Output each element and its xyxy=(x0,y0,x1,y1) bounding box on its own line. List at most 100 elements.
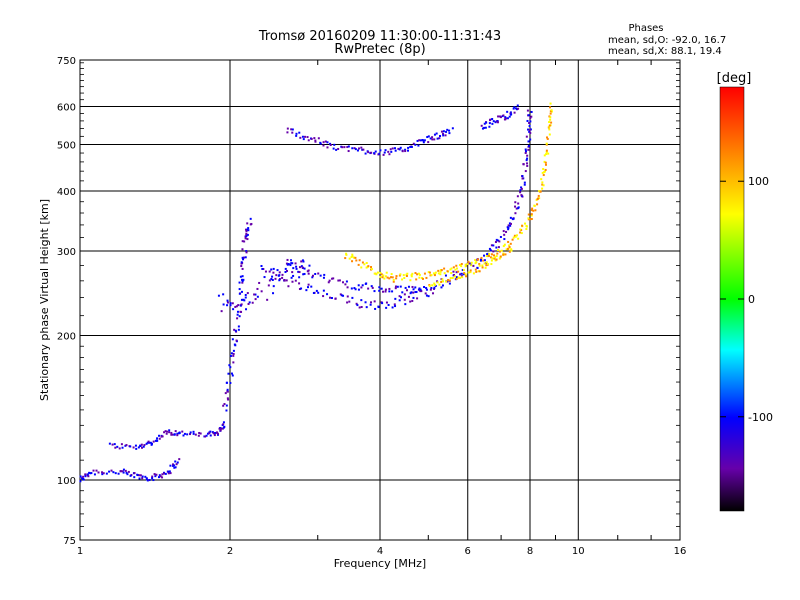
data-point xyxy=(431,136,434,139)
y-tick-label: 400 xyxy=(57,187,76,198)
data-point xyxy=(401,150,404,153)
data-point xyxy=(507,226,510,229)
data-point xyxy=(369,303,372,306)
data-point xyxy=(146,479,149,482)
data-point xyxy=(232,354,235,357)
data-point xyxy=(163,472,166,475)
data-point xyxy=(229,304,232,307)
data-point xyxy=(294,279,297,282)
data-point xyxy=(322,276,325,279)
data-point xyxy=(204,435,207,438)
data-point xyxy=(443,272,446,275)
data-point xyxy=(517,237,520,240)
data-point xyxy=(472,264,475,267)
data-point xyxy=(360,266,363,269)
data-point xyxy=(488,122,491,125)
data-point xyxy=(324,140,327,143)
data-point xyxy=(108,442,111,445)
data-point xyxy=(108,470,111,473)
data-point xyxy=(225,404,228,407)
data-point xyxy=(370,266,373,269)
data-point xyxy=(432,272,435,275)
y-axis-label: Stationary phase Virtual Height [km] xyxy=(38,199,51,401)
data-point xyxy=(483,259,486,262)
data-point xyxy=(407,149,410,152)
data-point xyxy=(298,131,301,134)
data-point xyxy=(489,118,492,121)
data-point xyxy=(458,263,461,266)
data-point xyxy=(332,147,335,150)
data-point xyxy=(152,440,155,443)
data-point xyxy=(248,301,251,304)
data-point xyxy=(416,273,419,276)
data-point xyxy=(466,263,469,266)
data-point xyxy=(300,287,303,290)
data-point xyxy=(467,260,470,263)
data-point xyxy=(485,121,488,124)
data-point xyxy=(300,260,303,263)
data-point xyxy=(367,287,370,290)
data-point xyxy=(433,274,436,277)
data-point xyxy=(298,266,301,269)
data-point xyxy=(158,434,161,437)
data-point xyxy=(388,290,391,293)
data-point xyxy=(515,234,518,237)
data-point xyxy=(297,270,300,273)
data-point xyxy=(245,250,248,253)
y-tick-label: 750 xyxy=(57,56,76,67)
data-point xyxy=(344,283,347,286)
data-point xyxy=(168,470,171,473)
data-point xyxy=(460,262,463,265)
data-point xyxy=(122,468,125,471)
data-point xyxy=(124,469,127,472)
data-point xyxy=(546,136,549,139)
data-point xyxy=(428,284,431,287)
data-point xyxy=(137,446,140,449)
data-point xyxy=(503,238,506,241)
data-point xyxy=(402,274,405,277)
data-point xyxy=(509,216,512,219)
data-point xyxy=(319,141,322,144)
data-point xyxy=(442,280,445,283)
colorbar-tick-label: 0 xyxy=(748,293,755,306)
data-point xyxy=(455,278,458,281)
data-point xyxy=(487,263,490,266)
x-tick-label: 10 xyxy=(572,546,585,557)
data-point xyxy=(418,139,421,142)
data-point xyxy=(504,117,507,120)
data-point xyxy=(497,248,500,251)
data-point xyxy=(93,473,96,476)
data-point xyxy=(510,248,513,251)
data-point xyxy=(455,276,458,279)
data-point xyxy=(523,181,526,184)
data-point xyxy=(415,278,418,281)
data-point xyxy=(397,147,400,150)
data-point xyxy=(497,115,500,118)
data-point xyxy=(521,177,524,180)
data-point xyxy=(361,148,364,151)
data-point xyxy=(382,274,385,277)
data-point xyxy=(530,213,533,216)
data-point xyxy=(358,259,361,262)
data-point xyxy=(351,296,354,299)
data-point xyxy=(365,266,368,269)
data-point xyxy=(460,275,463,278)
data-point xyxy=(422,141,425,144)
chart-subtitle: RwPretec (8p) xyxy=(334,42,425,57)
data-point xyxy=(542,168,545,171)
data-point xyxy=(453,275,456,278)
data-point xyxy=(266,298,269,301)
data-point xyxy=(379,272,382,275)
data-point xyxy=(410,145,413,148)
data-point xyxy=(264,270,267,273)
data-point xyxy=(150,443,153,446)
data-point xyxy=(396,285,399,288)
data-point xyxy=(353,147,356,150)
data-point xyxy=(241,281,244,284)
data-point xyxy=(229,354,232,357)
y-tick-label: 500 xyxy=(57,141,76,152)
data-point xyxy=(246,233,249,236)
data-point xyxy=(105,472,108,475)
data-point xyxy=(353,287,356,290)
data-point xyxy=(395,277,398,280)
